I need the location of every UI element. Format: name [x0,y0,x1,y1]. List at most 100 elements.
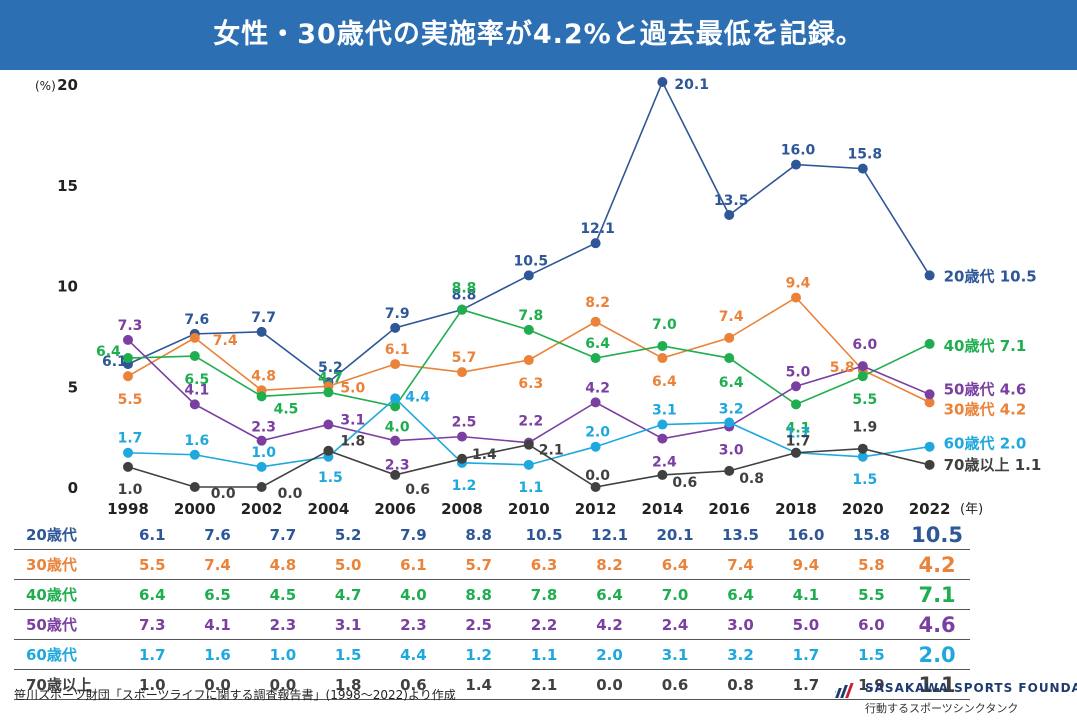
data-label: 5.5 [852,392,877,408]
data-point [123,447,133,458]
data-point [256,461,267,472]
data-label: 2.3 [251,420,276,436]
table-row: 50歳代 7.3 4.1 2.3 3.1 2.3 2.5 2.2 4.2 2.4 3.0 5.0 6.0… [14,609,970,640]
data-label: 2.5 [452,415,477,431]
data-label: 7.6 [184,312,209,328]
table-cell: 0.0 [250,669,316,700]
data-label: 7.3 [118,318,143,334]
data-point [390,322,401,333]
data-label: 7.0 [652,317,677,333]
data-label: 6.1 [102,354,127,370]
table-cell: 1.4 [446,669,512,700]
logo-name: SASAKAWA SPORTS FOUNDATION [865,681,1077,695]
data-point [657,340,668,351]
data-label: 0.0 [585,468,610,484]
x-tick-label: 2008 [441,500,483,518]
y-axis-unit: (%) [35,79,56,93]
x-tick-label: 2004 [308,500,350,518]
table-cell: 2.0 [904,639,970,670]
page-title: 女性・30歳代の実施率が4.2%と過去最低を記録。 [213,19,864,50]
table-row-label: 20歳代 [14,520,120,550]
table-cell: 7.3 [119,609,185,640]
data-point [724,332,735,343]
data-point [657,419,668,430]
data-label: 4.8 [251,368,276,384]
series-end-label: 30歳代 4.2 [944,400,1027,418]
data-label: 0.6 [672,475,697,491]
data-label: 5.8 [830,360,855,376]
data-point [123,334,133,345]
data-label: 1.4 [472,447,497,463]
data-point [123,353,133,364]
data-point [390,435,401,446]
table-cell: 12.1 [576,520,643,550]
table-cell: 4.6 [904,609,970,640]
data-label: 5.7 [452,350,477,366]
table-cell: 5.0 [315,549,381,580]
y-tick-label: 20 [57,76,78,94]
data-point [390,469,401,480]
data-point [189,399,200,410]
data-point [791,159,801,170]
data-point [590,441,601,452]
table-cell: 7.6 [184,520,251,550]
data-point [924,389,935,400]
series-end-label: 60歳代 2.0 [944,435,1027,453]
data-point [189,351,200,362]
data-label: 1.0 [251,445,276,461]
data-label: 6.4 [652,374,677,390]
data-point [657,353,668,364]
table-cell: 0.6 [642,669,708,700]
table-cell: 6.4 [642,549,708,580]
data-point [457,304,467,315]
title-banner: 女性・30歳代の実施率が4.2%と過去最低を記録。 [0,0,1077,70]
data-label: 1.1 [518,480,543,496]
table-cell: 6.4 [707,579,774,610]
data-label: 2.4 [652,455,677,471]
table-cell: 0.0 [576,669,643,700]
table-row: 70歳以上 1.0 0.0 0.0 1.8 0.6 1.4 2.1 0.0 0.6 0.8 1.7 1.… [14,669,970,700]
data-label: 2.1 [539,443,564,459]
data-label: 6.1 [385,342,410,358]
data-label: 0.8 [739,471,764,487]
table-row: 40歳代 6.4 6.5 4.5 4.7 4.0 8.8 7.8 6.4 7.0 6.4 4.1 5.5… [14,579,970,610]
table-cell: 5.5 [119,549,185,580]
data-point [189,332,200,343]
table-cell: 1.1 [904,669,970,700]
table-cell: 4.8 [250,549,316,580]
table-cell: 0.8 [707,669,774,700]
series-end-label: 70歳以上 1.1 [944,456,1042,474]
table-cell: 6.1 [119,520,185,550]
table-cell: 1.9 [838,669,905,700]
table-cell: 2.1 [511,669,577,700]
foundation-logo: SASAKAWA SPORTS FOUNDATION 行動するスポーツシンクタン… [835,680,1077,716]
data-label: 1.7 [786,434,811,450]
data-point [590,397,601,408]
x-tick-label: 2010 [508,500,550,518]
table-row-label: 50歳代 [14,609,120,640]
y-tick-label: 5 [68,378,78,396]
data-point [857,443,868,454]
source-note: 笹川スポーツ財団「スポーツライフに関する調査報告書」(1998〜2022)より作… [14,688,456,702]
table-cell: 4.4 [380,639,447,670]
data-label: 8.2 [585,295,610,311]
data-label: 0.6 [405,482,430,498]
data-point [323,419,334,430]
table-cell: 7.9 [380,520,447,550]
series-end-label: 40歳代 7.1 [944,337,1027,355]
data-point [390,401,401,412]
data-label: 3.1 [340,413,365,429]
table-cell: 3.2 [707,639,774,670]
table-cell: 6.4 [576,579,643,610]
x-tick-label: 2012 [575,500,617,518]
data-label: 5.5 [118,392,143,408]
table-cell: 4.1 [184,609,251,640]
table-row-label: 70歳以上 [14,669,120,700]
data-label: 2.3 [385,458,410,474]
data-point [657,433,668,444]
table-cell: 2.5 [446,609,512,640]
table-cell: 7.0 [642,579,708,610]
table-cell: 1.0 [119,669,185,700]
line-chart: 0 5 10 15 20(%) 1998 2000 2002 2004 2006 2008 2010 2… [35,76,1042,518]
x-tick-label: 2018 [775,500,817,518]
